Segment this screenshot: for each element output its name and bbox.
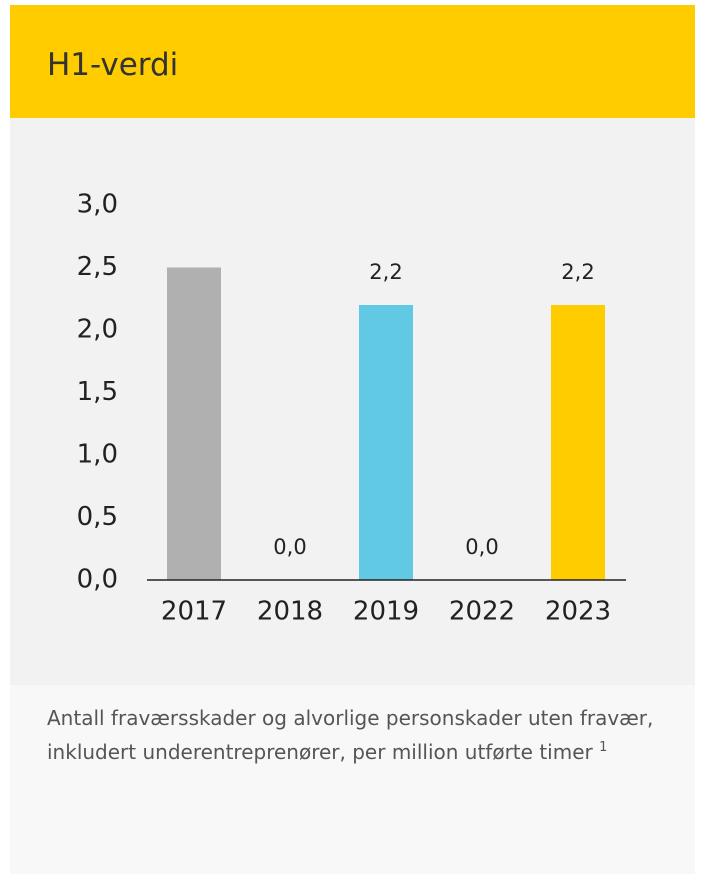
- chart-panel: 0,0 0,5 1,0 1,5 2,0 2,5 3,0 2017 2018 0,0 2019 2,2 2…: [10, 118, 695, 685]
- x-tick-label: 2022: [449, 597, 515, 627]
- header: H1-verdi: [10, 5, 695, 118]
- y-tick-label: 2,5: [77, 252, 118, 282]
- y-tick-label: 2,0: [77, 315, 118, 345]
- bar: [359, 305, 413, 580]
- y-tick-label: 1,0: [77, 440, 118, 470]
- footnote: Antall fraværsskader og alvorlige person…: [47, 703, 687, 767]
- footer: Antall fraværsskader og alvorlige person…: [10, 685, 695, 874]
- bar: [167, 267, 221, 580]
- y-tick-label: 0,0: [77, 565, 118, 595]
- value-label: 0,0: [465, 535, 498, 559]
- x-tick-label: 2018: [257, 597, 323, 627]
- value-label: 2,2: [369, 260, 402, 284]
- x-tick-label: 2019: [353, 597, 419, 627]
- y-tick-label: 3,0: [77, 190, 118, 220]
- footnote-text: Antall fraværsskader og alvorlige person…: [47, 706, 654, 764]
- value-label: 0,0: [273, 535, 306, 559]
- chart-title: H1-verdi: [47, 47, 179, 83]
- x-tick-label: 2023: [545, 597, 611, 627]
- bar: [551, 305, 605, 580]
- footnote-ref: 1: [599, 740, 608, 755]
- y-tick-label: 0,5: [77, 502, 118, 532]
- y-tick-label: 1,5: [77, 377, 118, 407]
- x-tick-label: 2017: [161, 597, 227, 627]
- chart: 0,0 0,5 1,0 1,5 2,0 2,5 3,0 2017 2018 0,0 2019 2,2 2…: [77, 190, 626, 627]
- value-label: 2,2: [561, 260, 594, 284]
